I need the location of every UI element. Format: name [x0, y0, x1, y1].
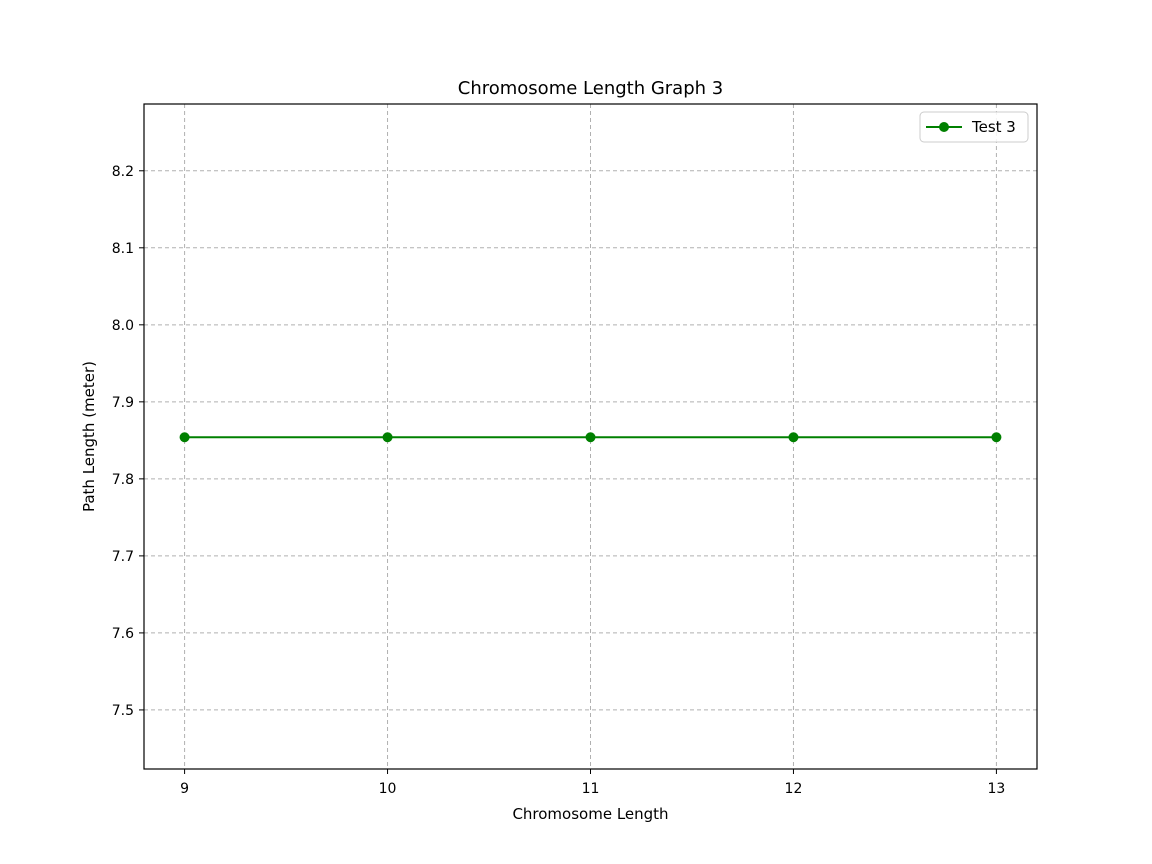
x-tick-label: 9 — [180, 781, 189, 797]
data-point — [382, 432, 393, 443]
x-tick-label: 12 — [785, 781, 803, 797]
legend-box — [919, 111, 1029, 143]
y-tick-label: 8.0 — [112, 318, 134, 334]
legend-marker-swatch — [939, 122, 949, 132]
data-point — [788, 432, 799, 443]
y-tick-label: 7.7 — [112, 549, 134, 565]
x-tick-label: 10 — [379, 781, 397, 797]
data-point — [991, 432, 1002, 443]
x-axis-label: Chromosome Length — [512, 805, 668, 823]
legend: Test 3 — [919, 111, 1029, 143]
legend-label-test-3: Test 3 — [971, 118, 1016, 136]
x-tick-label: 13 — [987, 781, 1005, 797]
data-point — [179, 432, 190, 443]
y-tick-label: 7.5 — [112, 703, 134, 719]
chart-title: Chromosome Length Graph 3 — [458, 78, 723, 99]
y-axis-label: Path Length (meter) — [80, 361, 98, 512]
y-axis-ticks: 7.5 7.6 7.7 7.8 7.9 8.0 8.1 8.2 — [112, 164, 144, 719]
y-tick-label: 7.9 — [112, 395, 134, 411]
data-point — [585, 432, 596, 443]
y-tick-label: 7.6 — [112, 626, 134, 642]
x-tick-label: 11 — [582, 781, 600, 797]
y-tick-label: 8.2 — [112, 164, 134, 180]
series-layer — [179, 432, 1002, 443]
y-tick-label: 8.1 — [112, 241, 134, 257]
x-axis-ticks: 9 10 11 12 13 — [180, 769, 1005, 797]
y-tick-label: 7.8 — [112, 472, 134, 488]
